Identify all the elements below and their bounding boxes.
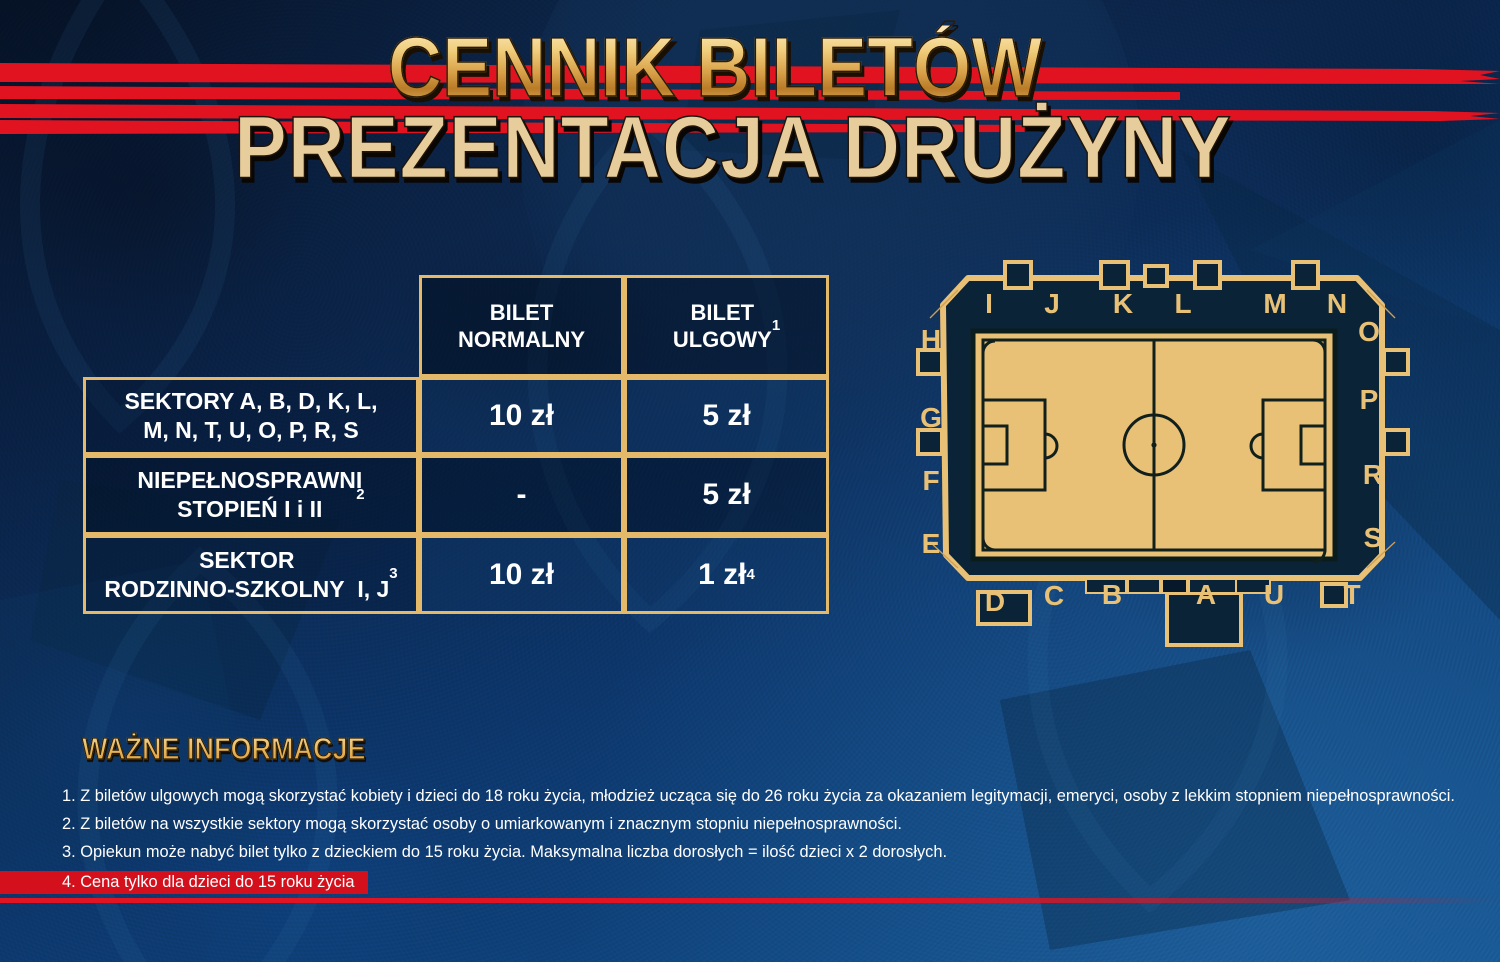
svg-text:U: U — [1264, 579, 1284, 610]
svg-text:D: D — [985, 586, 1005, 617]
svg-text:L: L — [1174, 288, 1191, 319]
svg-text:P: P — [1360, 384, 1379, 415]
svg-text:E: E — [922, 528, 941, 559]
svg-text:M: M — [1263, 288, 1286, 319]
svg-text:S: S — [1364, 522, 1383, 553]
svg-text:A: A — [1196, 579, 1216, 610]
svg-text:O: O — [1358, 316, 1380, 347]
svg-text:J: J — [1044, 288, 1060, 319]
svg-text:R: R — [1363, 459, 1383, 490]
svg-text:N: N — [1327, 288, 1347, 319]
svg-text:T: T — [1343, 579, 1360, 610]
svg-text:H: H — [921, 324, 941, 355]
svg-text:C: C — [1044, 580, 1064, 611]
svg-text:K: K — [1113, 288, 1133, 319]
svg-text:F: F — [922, 465, 939, 496]
svg-text:G: G — [920, 402, 942, 433]
svg-text:B: B — [1102, 579, 1122, 610]
svg-text:I: I — [985, 288, 993, 319]
